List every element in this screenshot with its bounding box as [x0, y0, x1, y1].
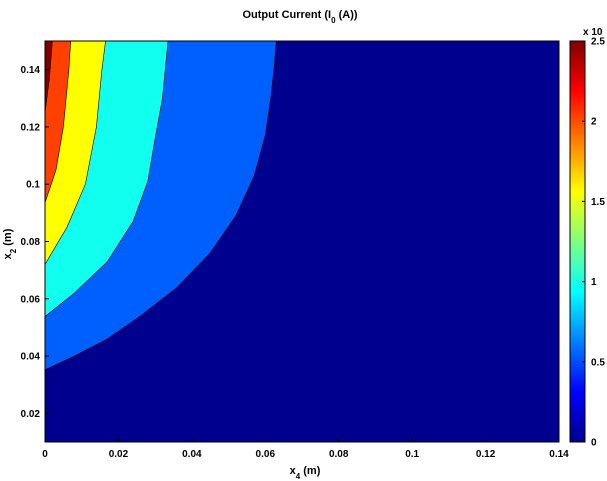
y-axis-ticks: 0.02 0.04 0.06 0.08 0.1 0.12 0.14: [21, 65, 49, 420]
contour-region-2-5: [45, 41, 53, 113]
y-tick-label: 0.14: [21, 65, 41, 76]
x-tick-label: 0.1: [405, 449, 419, 460]
x-tick-label: 0.06: [256, 449, 276, 460]
colorbar-tick-label: 2: [591, 117, 597, 128]
colorbar-tick-label: 0: [591, 438, 597, 449]
chart-title: Output Current (I0 (A)): [242, 9, 357, 25]
y-tick-label: 0.1: [26, 180, 40, 191]
contour-region-2: [45, 41, 72, 203]
x-tick-label: 0.08: [329, 449, 349, 460]
colorbar-tick-label: 1.5: [591, 197, 605, 208]
colorbar-gradient: [569, 40, 586, 443]
colorbar-exponent-label: x 10: [583, 27, 603, 38]
colorbar-tick-label: 1: [591, 277, 597, 288]
y-tick-label: 0.02: [21, 409, 41, 420]
contour-fills: [45, 41, 277, 371]
y-tick-label: 0.12: [21, 122, 41, 133]
x-axis-ticks: 0 0.02 0.04 0.06 0.08 0.1 0.12 0.14: [42, 438, 569, 460]
title-subscript: 0: [331, 16, 336, 25]
x-tick-label: 0.02: [109, 449, 129, 460]
colorbar: 0 0.5 1 1.5 2 2.5 x 10: [569, 27, 605, 449]
y-tick-label: 0.06: [21, 294, 41, 305]
x-tick-label: 0.04: [182, 449, 202, 460]
x-tick-label: 0.14: [549, 449, 569, 460]
colorbar-tick-label: 0.5: [591, 357, 605, 368]
xlabel-subscript: 4: [296, 472, 301, 481]
y-tick-label: 0.08: [21, 237, 41, 248]
y-tick-label: 0.04: [21, 352, 41, 363]
x-tick-label: 0.12: [476, 449, 496, 460]
plot-area: [44, 40, 560, 443]
ylabel-subscript: 2: [9, 248, 18, 253]
y-axis-label: x2 (m): [2, 228, 18, 259]
colorbar-ticks: 0 0.5 1 1.5 2 2.5: [582, 37, 605, 449]
x-tick-label: 0: [42, 449, 48, 460]
colorbar-tick-label: 2.5: [591, 37, 605, 48]
x-axis-label: x4 (m): [290, 465, 321, 481]
